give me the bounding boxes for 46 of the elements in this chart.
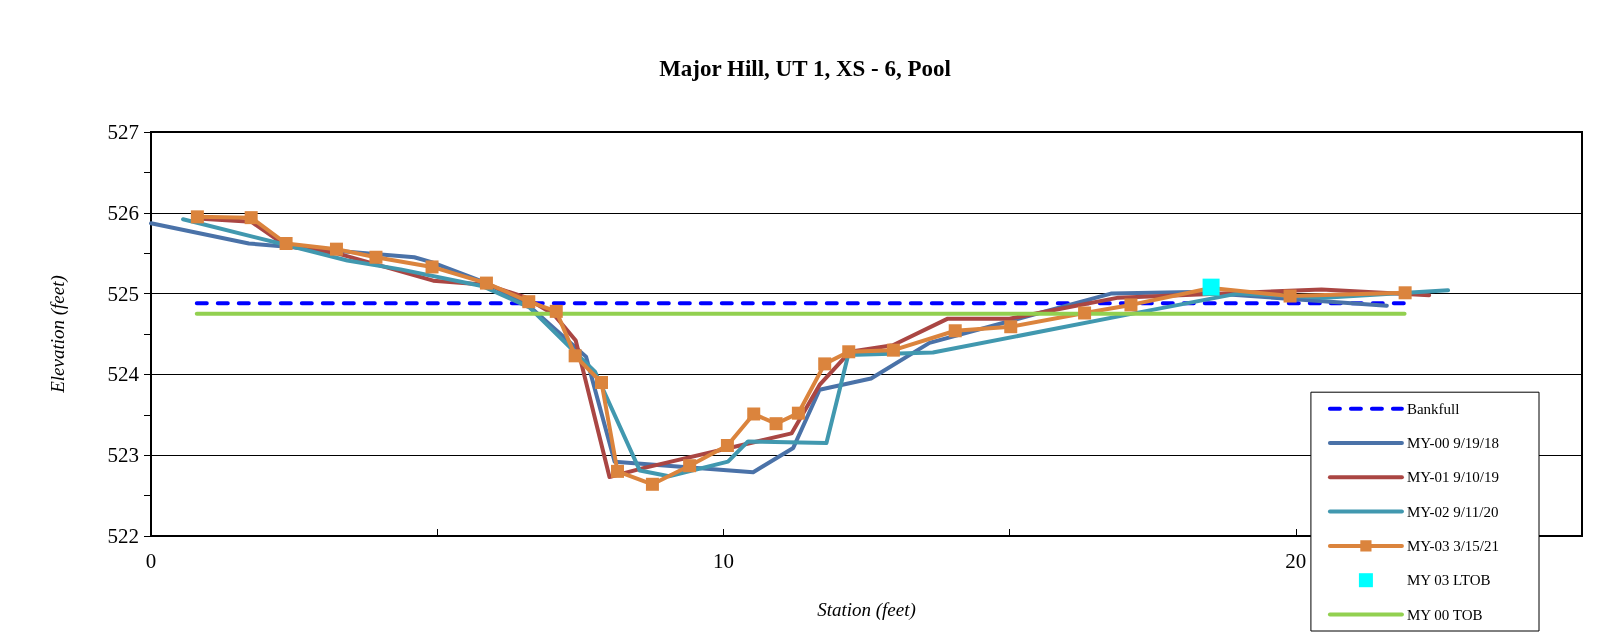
chart-title: Major Hill, UT 1, XS - 6, Pool [659,56,951,81]
y-tick-label: 522 [107,524,139,548]
point [425,260,439,274]
point [1124,298,1138,312]
legend-label: MY 03 LTOB [1406,572,1491,589]
point [190,210,204,224]
y-tick-label: 523 [107,443,139,468]
point [842,345,856,359]
point [886,343,900,357]
legend-label: MY-00 9/19/18 [1406,435,1500,451]
point [594,375,608,389]
y-tick-label: 525 [107,281,139,306]
legend-label: MY 00 TOB [1406,606,1483,623]
point [948,324,962,338]
point [1283,289,1297,303]
point [1398,286,1412,300]
point [791,406,805,420]
legend-label: MY-01 9/10/19 [1406,469,1500,486]
y-tick-label: 524 [107,362,140,387]
point [369,250,383,264]
legend-label: MY-02 9/11/20 [1406,503,1499,520]
y-tick-label: 526 [107,200,139,225]
legend-label: Bankfull [1406,400,1460,417]
point [611,464,625,478]
legend-label: MY-03 3/15/21 [1406,537,1500,554]
point [244,211,258,225]
point [818,357,832,371]
point [720,439,734,452]
y-axis-title: Elevation (feet) [47,275,69,394]
point [747,407,761,421]
point [329,242,343,256]
point [645,477,659,491]
point [568,349,582,363]
point [683,459,697,473]
point [549,304,563,318]
point [479,276,493,290]
x-tick-label: 0 [145,548,157,573]
x-axis-title: Station (feet) [817,599,916,621]
y-tick-label: 527 [107,120,139,144]
point [769,417,783,431]
point [279,237,293,250]
x-tick-label: 20 [1285,548,1307,573]
x-tick-label: 10 [712,548,734,573]
point [1078,306,1092,320]
point [522,295,536,309]
point [1004,320,1018,334]
